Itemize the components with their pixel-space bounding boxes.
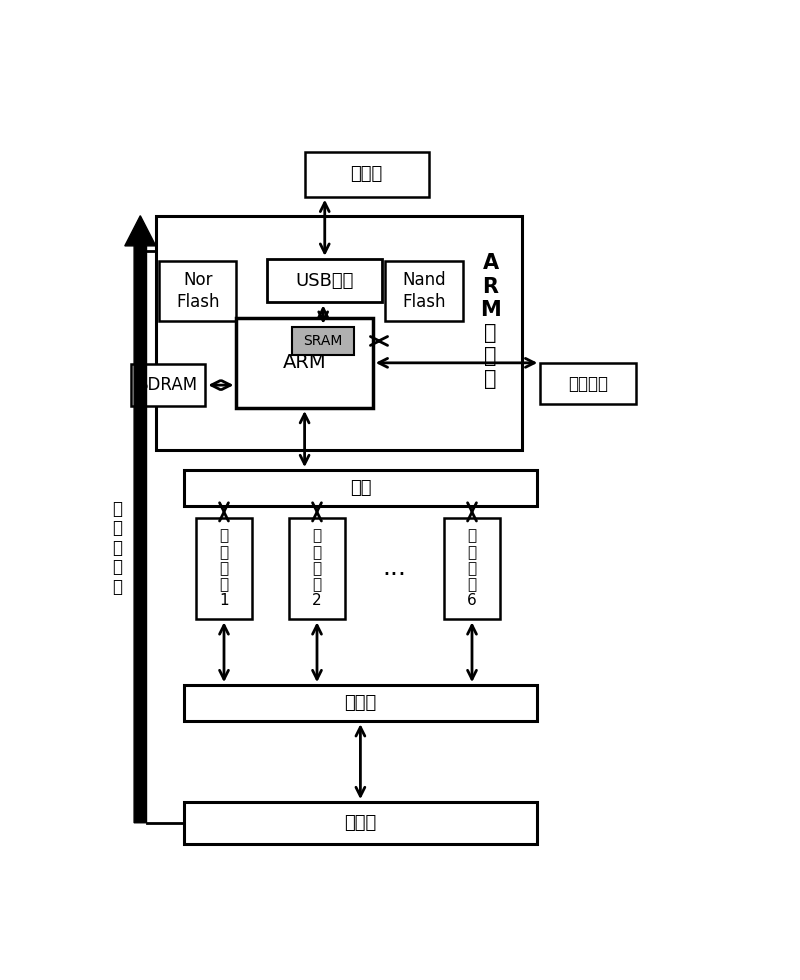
Bar bbox=[184, 802, 537, 844]
Text: A
R
M
核
心
板: A R M 核 心 板 bbox=[480, 254, 501, 389]
Text: 上位机: 上位机 bbox=[350, 166, 382, 183]
Text: ARM: ARM bbox=[282, 354, 326, 372]
Text: 测试板: 测试板 bbox=[344, 694, 377, 712]
Text: SRAM: SRAM bbox=[303, 334, 343, 348]
Text: 功
能
子
板
6: 功 能 子 板 6 bbox=[467, 528, 477, 609]
Text: 功
能
子
板
2: 功 能 子 板 2 bbox=[312, 528, 322, 609]
Bar bbox=[267, 259, 382, 303]
Text: ...: ... bbox=[382, 557, 406, 580]
Bar bbox=[292, 326, 354, 356]
Bar bbox=[237, 318, 373, 408]
Bar bbox=[184, 470, 537, 507]
Bar bbox=[386, 261, 462, 321]
Bar bbox=[444, 517, 500, 619]
Bar bbox=[159, 261, 237, 321]
Bar bbox=[156, 216, 522, 450]
Text: 背板: 背板 bbox=[350, 479, 371, 497]
Text: 分
选
机
控
制: 分 选 机 控 制 bbox=[112, 500, 122, 596]
Bar bbox=[289, 517, 345, 619]
Text: USB接口: USB接口 bbox=[295, 271, 354, 290]
Bar bbox=[131, 365, 206, 406]
Text: 功
能
子
板
1: 功 能 子 板 1 bbox=[219, 528, 229, 609]
Text: SDRAM: SDRAM bbox=[138, 376, 198, 394]
Bar bbox=[196, 517, 252, 619]
Polygon shape bbox=[125, 216, 156, 823]
Text: Nor
Flash: Nor Flash bbox=[176, 271, 219, 312]
Bar bbox=[305, 152, 429, 197]
Text: Nand
Flash: Nand Flash bbox=[402, 271, 446, 312]
Bar bbox=[184, 685, 537, 721]
Text: 显示面板: 显示面板 bbox=[568, 374, 608, 393]
Bar bbox=[540, 363, 636, 405]
Text: 分选机: 分选机 bbox=[344, 813, 377, 832]
